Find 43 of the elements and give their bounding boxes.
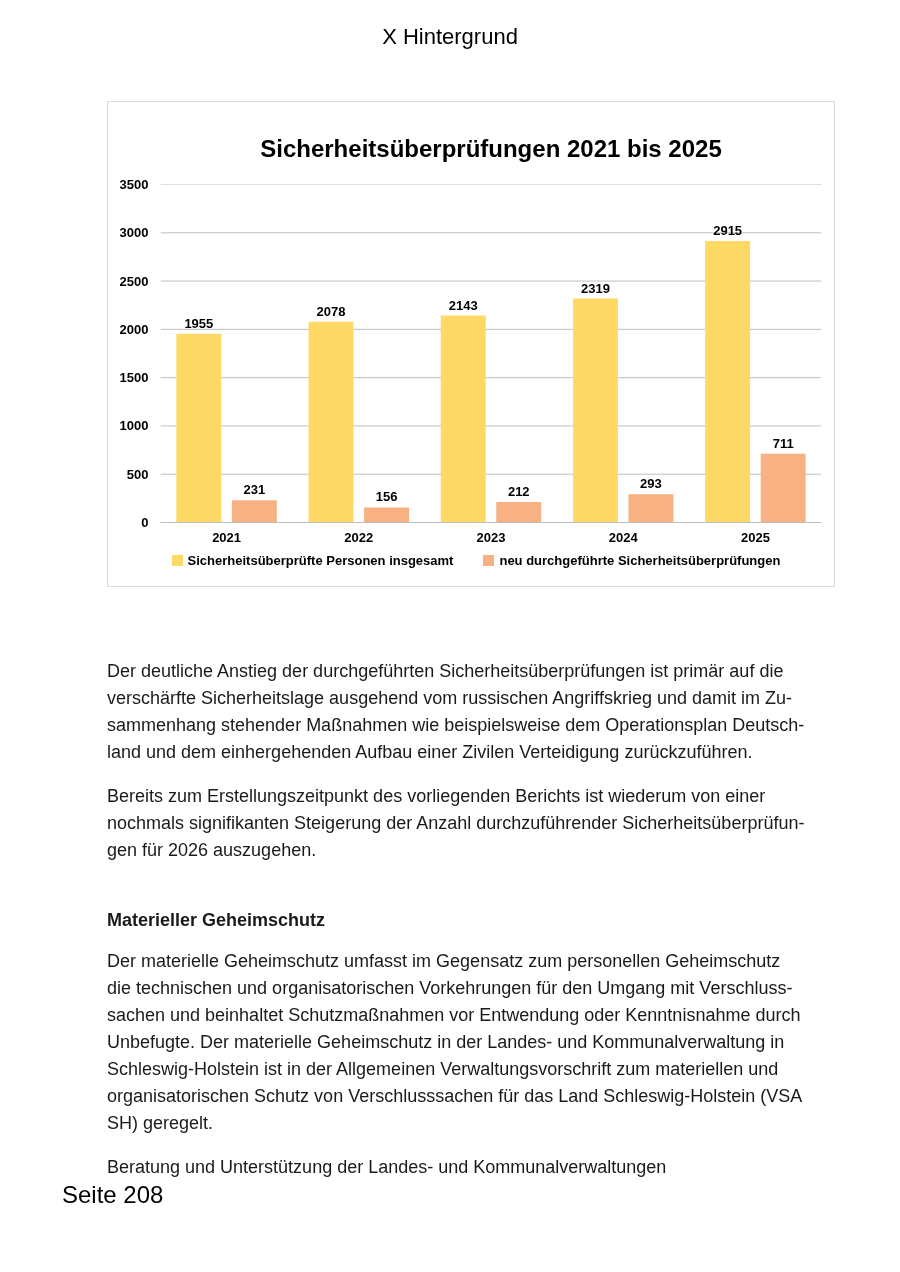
x-tick-label: 2021: [212, 529, 242, 545]
bar: [628, 494, 674, 523]
data-label: 2915: [713, 222, 743, 238]
y-tick-label: 500: [126, 466, 149, 482]
chart-title: Sicherheitsüberprüfungen 2021 bis 2025: [260, 134, 722, 162]
y-tick-label: 2500: [119, 273, 149, 289]
data-label: 2143: [448, 297, 478, 313]
y-tick-label: 3000: [119, 225, 149, 241]
data-label: 711: [772, 435, 794, 451]
text: Der deutliche Anstieg der durchgeführten Sicherheitsüberprüfungen ist primär auf die verschärfte Sicherheitslage ausgehend vom russischen Angriffskrieg und damit im Zu- sammenhang stehender Maßnahmen wie beispielsweise dem Operationsplan Deutsch- land und dem einhergehenden Aufbau einer Zivilen Verteidigung zurückzuführen.: [107, 660, 806, 764]
bar: [705, 240, 751, 523]
bar: [440, 315, 486, 523]
y-tick-label: 2000: [119, 321, 149, 337]
bar: [364, 507, 410, 523]
text: Materieller Geheimschutz: [107, 909, 327, 932]
text: Bereits zum Erstellungszeitpunkt des vorliegenden Berichts ist wiederum von einer nochmals signifikanten Steigerung der Anzahl durchzuführender Sicherheitsüberprüfun- gen für 2026 auszugehen.: [107, 785, 806, 862]
x-tick-label: 2022: [344, 529, 374, 545]
text: Seite 208: [62, 1181, 165, 1209]
bar: [572, 298, 618, 523]
bar: [176, 333, 222, 523]
text: X Hintergrund: [381, 23, 519, 51]
data-label: 231: [243, 482, 266, 498]
y-tick-label: 0: [141, 515, 149, 530]
y-tick-label: 3500: [119, 177, 149, 192]
x-tick-label: 2025: [740, 529, 770, 545]
y-tick-label: 1500: [119, 370, 149, 386]
legend-label: Sicherheitsüberprüfte Personen insgesamt: [187, 552, 454, 568]
data-label: 293: [640, 476, 662, 492]
text: Beratung und Unterstützung der Landes- und Kommunalverwaltungen: [107, 1156, 668, 1179]
x-tick-label: 2024: [608, 529, 639, 545]
x-tick-label: 2023: [476, 529, 506, 545]
bar: [308, 321, 354, 523]
bar: [231, 500, 277, 523]
legend-label: neu durchgeführte Sicherheitsüberprüfungen: [499, 552, 781, 568]
text: Der materielle Geheimschutz umfasst im Gegensatz zum personellen Geheimschutz die technischen und organisatorischen Vorkehrungen für den Umgang mit Verschluss- sachen und beinhaltet Schutzmaßnahmen vor Entwendung oder Kenntnisnahme durch Unbefugte. Der materielle Geheimschutz in der Landes- und Kommunalverwaltung in Schleswig-Holstein ist in der Allgemeinen Verwaltungsvorschrift zum materiellen und organisatorischen Schutz von Verschlusssachen für das Land Schleswig-Holstein (VSA SH) geregelt.: [107, 950, 804, 1135]
data-label: 2078: [316, 303, 346, 319]
data-label: 2319: [580, 280, 610, 296]
bar: [760, 453, 806, 523]
bar: [496, 502, 542, 523]
data-label: 156: [375, 489, 398, 505]
y-tick-label: 1000: [119, 418, 149, 434]
data-label: 212: [507, 484, 530, 500]
data-label: 1955: [184, 315, 214, 331]
